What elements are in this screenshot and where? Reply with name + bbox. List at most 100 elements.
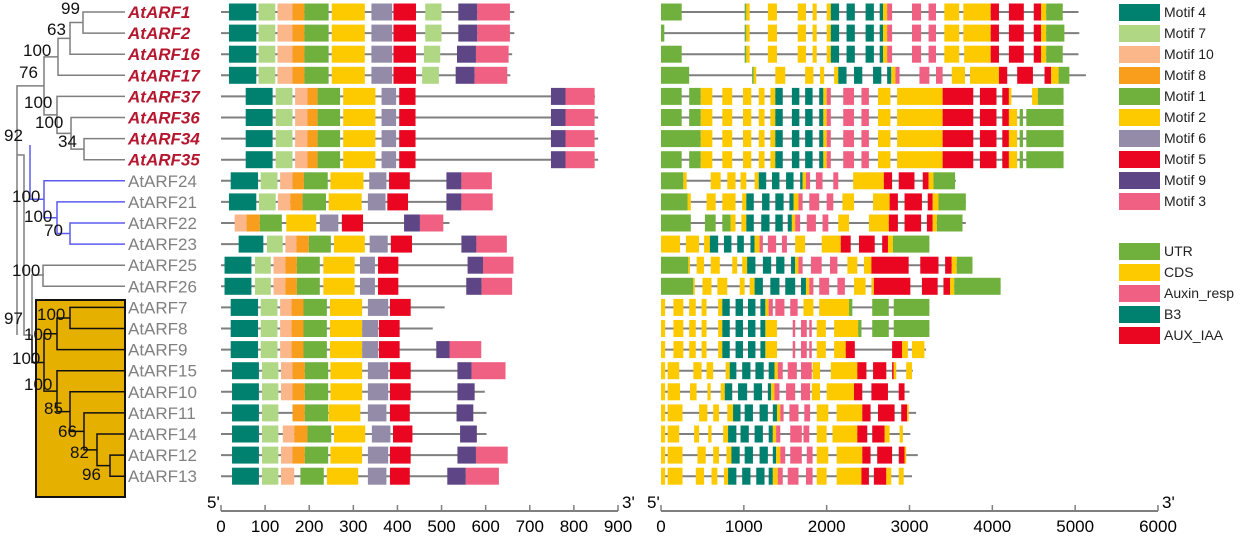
gene-feature-box [1019,151,1023,169]
gene-feature-box [772,446,777,464]
gene-feature-box [919,66,930,84]
gene-feature-box [722,320,730,337]
bootstrap-value: 97 [4,309,23,328]
motif-box [362,341,379,359]
gene-feature-box [857,425,868,443]
gene-feature-box [754,425,763,443]
tree-branch [69,21,125,55]
gene-feature-box [821,235,841,253]
gene-structure-panel [661,3,1086,485]
gene-feature-box [696,256,705,274]
gene-feature-box [706,362,714,380]
gene-feature-box [689,151,701,169]
gene-feature-box [661,320,666,337]
gene-row [661,256,973,274]
bootstrap-value: 100 [24,375,52,394]
legend-swatch [1119,243,1160,260]
motif-box [389,404,410,422]
bootstrap-value: 85 [44,399,63,418]
gene-feature-box [774,362,778,380]
gene-feature-box [722,109,733,126]
motif-box [292,446,305,464]
gene-feature-box [738,383,748,401]
tree-branch [43,180,125,219]
gene-feature-box [826,383,855,401]
gene-feature-box [798,193,803,211]
motif-box [483,256,514,274]
gene-feature-box [689,341,696,359]
motif-box [307,425,332,443]
legend-label: Motif 1 [1164,88,1206,104]
gene-feature-box [700,151,713,169]
gene-feature-box [661,341,666,359]
motif-row [221,109,599,126]
motif-box [456,45,476,63]
motif-box [224,277,252,295]
gene-feature-box [685,235,700,253]
motif-box [291,298,304,316]
motif-box [275,151,293,169]
gene-feature-box [990,24,999,42]
gene-feature-box [1002,130,1009,148]
gene-feature-box [865,3,874,21]
motif-box [295,130,308,148]
gene-feature-box [775,87,783,105]
legend-swatch [1119,25,1160,42]
motif-box [387,193,409,211]
gene-feature-box [725,362,730,380]
gene-feature-box [836,404,863,422]
motif-box [425,24,442,42]
motif-box [273,256,286,274]
gene-feature-box [834,66,839,84]
x-tick-label: 2000 [808,517,846,536]
motif-box [323,256,355,274]
motif-box [389,446,411,464]
gene-feature-box [709,235,719,253]
gene-feature-box [865,24,874,42]
motif-box [475,45,509,63]
gene-feature-box [772,467,778,485]
motif-box [328,193,362,211]
gene-feature-box [727,172,736,190]
legend-label: Motif 3 [1164,193,1206,209]
gene-feature-box [661,383,666,401]
gene-feature-box [661,24,665,42]
motif-box [550,130,566,148]
tree-branch [31,274,44,335]
gene-feature-box [906,362,912,380]
motif-box [455,66,475,84]
gene-feature-box [823,87,827,105]
motif-box [307,151,318,169]
motif-box [390,235,413,253]
gene-feature-box [805,66,814,84]
motif-box [326,467,359,485]
gene-row [661,130,1064,148]
motif-box [303,172,328,190]
gene-feature-box [901,404,908,422]
motif-box [230,341,259,359]
legend-swatch [1119,306,1160,323]
motif-box [286,214,317,232]
gene-feature-box [883,172,893,190]
motif-box [302,193,326,211]
gene-feature-box [951,256,957,274]
gene-feature-box [776,256,785,274]
gene-feature-box [747,341,756,359]
motif-box [378,256,399,274]
gene-feature-box [816,341,826,359]
gene-feature-box [1033,24,1042,42]
gene-feature-box [700,87,713,105]
gene-feature-box [887,3,893,21]
motif-box [343,109,376,126]
motif-box [333,425,366,443]
gene-feature-box [727,404,734,422]
motif-row [221,425,487,443]
gene-feature-box [928,24,937,42]
motif-row [221,24,515,42]
gene-feature-box [749,277,755,295]
motif-box [292,3,305,21]
gene-feature-box [833,172,839,190]
motif-box [291,341,304,359]
gene-feature-box [897,130,943,148]
legend-label: Motif 9 [1164,172,1206,188]
